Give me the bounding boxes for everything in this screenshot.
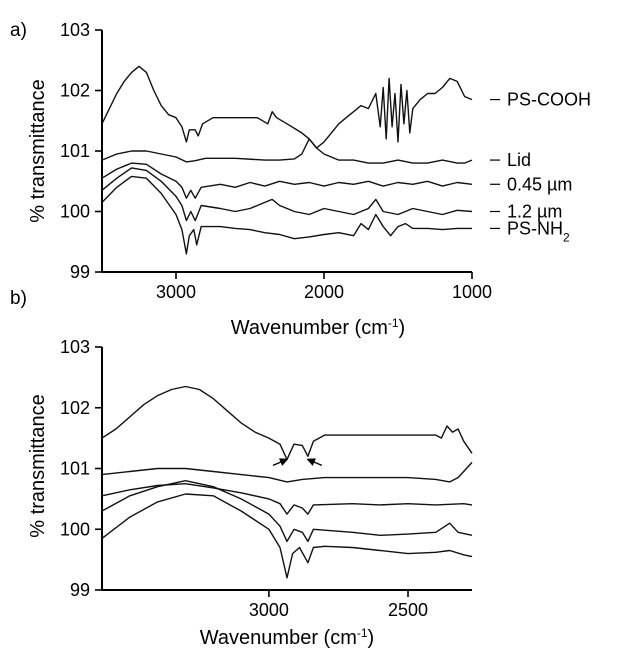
panel-b-x-axis-title: Wavenumber (cm-1) bbox=[200, 626, 374, 649]
panel-a-legend-label-sub: 2 bbox=[563, 230, 570, 244]
panel-b-y-tick-label: 99 bbox=[70, 580, 90, 600]
panel-a-y-axis-title: % transmittance bbox=[27, 79, 49, 222]
panel-b-y-tick-label: 102 bbox=[60, 398, 90, 418]
panel-a-x-tick-label: 1000 bbox=[452, 282, 492, 302]
panel-b-y-tick-label: 103 bbox=[60, 337, 90, 357]
panel-a-x-axis-title: Wavenumber (cm-1) bbox=[231, 316, 405, 339]
panel-b-x-tick-label: 3000 bbox=[249, 600, 289, 620]
panel-b-label: b) bbox=[10, 288, 27, 309]
panel-a-x-tick-label: 2000 bbox=[304, 282, 344, 302]
panel-a-y-tick-label: 103 bbox=[60, 20, 90, 40]
panel-a-legend-label-lid: Lid bbox=[507, 150, 531, 170]
panel-a-legend-label-0-45-m: 0.45 µm bbox=[507, 174, 572, 194]
panel-a-chart: a) % transmittance Wavenumber (cm-1) 99 1… bbox=[10, 20, 591, 339]
panel-b-arrow-head bbox=[278, 458, 289, 466]
panel-b-series-1-2-m bbox=[101, 480, 473, 543]
panel-a-legend-label-ps-cooh: PS-COOH bbox=[507, 90, 591, 110]
panel-b-x-axis-title-close: ) bbox=[368, 627, 375, 649]
panel-a-legend-label-ps-nh: PS-NH2 bbox=[507, 218, 570, 244]
panel-a-y-tick-label: 101 bbox=[60, 141, 90, 161]
panel-a-y-tick-label: 99 bbox=[70, 262, 90, 282]
panel-a-x-axis-title-sup: -1 bbox=[388, 316, 399, 330]
panel-b-series-ps-cooh bbox=[101, 385, 473, 461]
panel-a-y-tick-label: 102 bbox=[60, 81, 90, 101]
panel-a-legend-label-1-2-m: 1.2 µm bbox=[507, 202, 562, 222]
panel-a-x-tick-label: 3000 bbox=[156, 282, 196, 302]
panel-b-x-axis-title-main: Wavenumber (cm bbox=[200, 627, 357, 649]
panel-b-x-tick-label: 2500 bbox=[388, 600, 428, 620]
panel-a-x-axis-title-close: ) bbox=[399, 317, 406, 339]
panel-a-series-lid bbox=[101, 77, 473, 163]
panel-b-y-axis-title: % transmittance bbox=[27, 394, 49, 537]
panel-b-y-tick-label: 101 bbox=[60, 459, 90, 479]
panel-b-x-axis-title-sup: -1 bbox=[357, 626, 368, 640]
panel-b-series-ps-nh2 bbox=[101, 493, 473, 579]
panel-b-series-lid bbox=[101, 461, 473, 483]
panel-b-chart: b) % transmittance Wavenumber (cm-1) 991… bbox=[10, 288, 473, 649]
panel-a-series-ps-nh bbox=[101, 175, 472, 255]
panel-b-series-0-45-m bbox=[101, 483, 473, 515]
panel-a-x-axis-title-main: Wavenumber (cm bbox=[231, 317, 388, 339]
panel-b-arrow-head bbox=[306, 458, 316, 466]
panel-a-series-1-2-m bbox=[101, 167, 473, 222]
panel-a-series-ps-cooh bbox=[101, 65, 473, 164]
panel-a-series-0-45-m bbox=[101, 162, 473, 199]
panel-a-y-tick-label: 100 bbox=[60, 202, 90, 222]
panel-a-label: a) bbox=[10, 20, 27, 41]
panel-b-y-tick-label: 100 bbox=[60, 519, 90, 539]
